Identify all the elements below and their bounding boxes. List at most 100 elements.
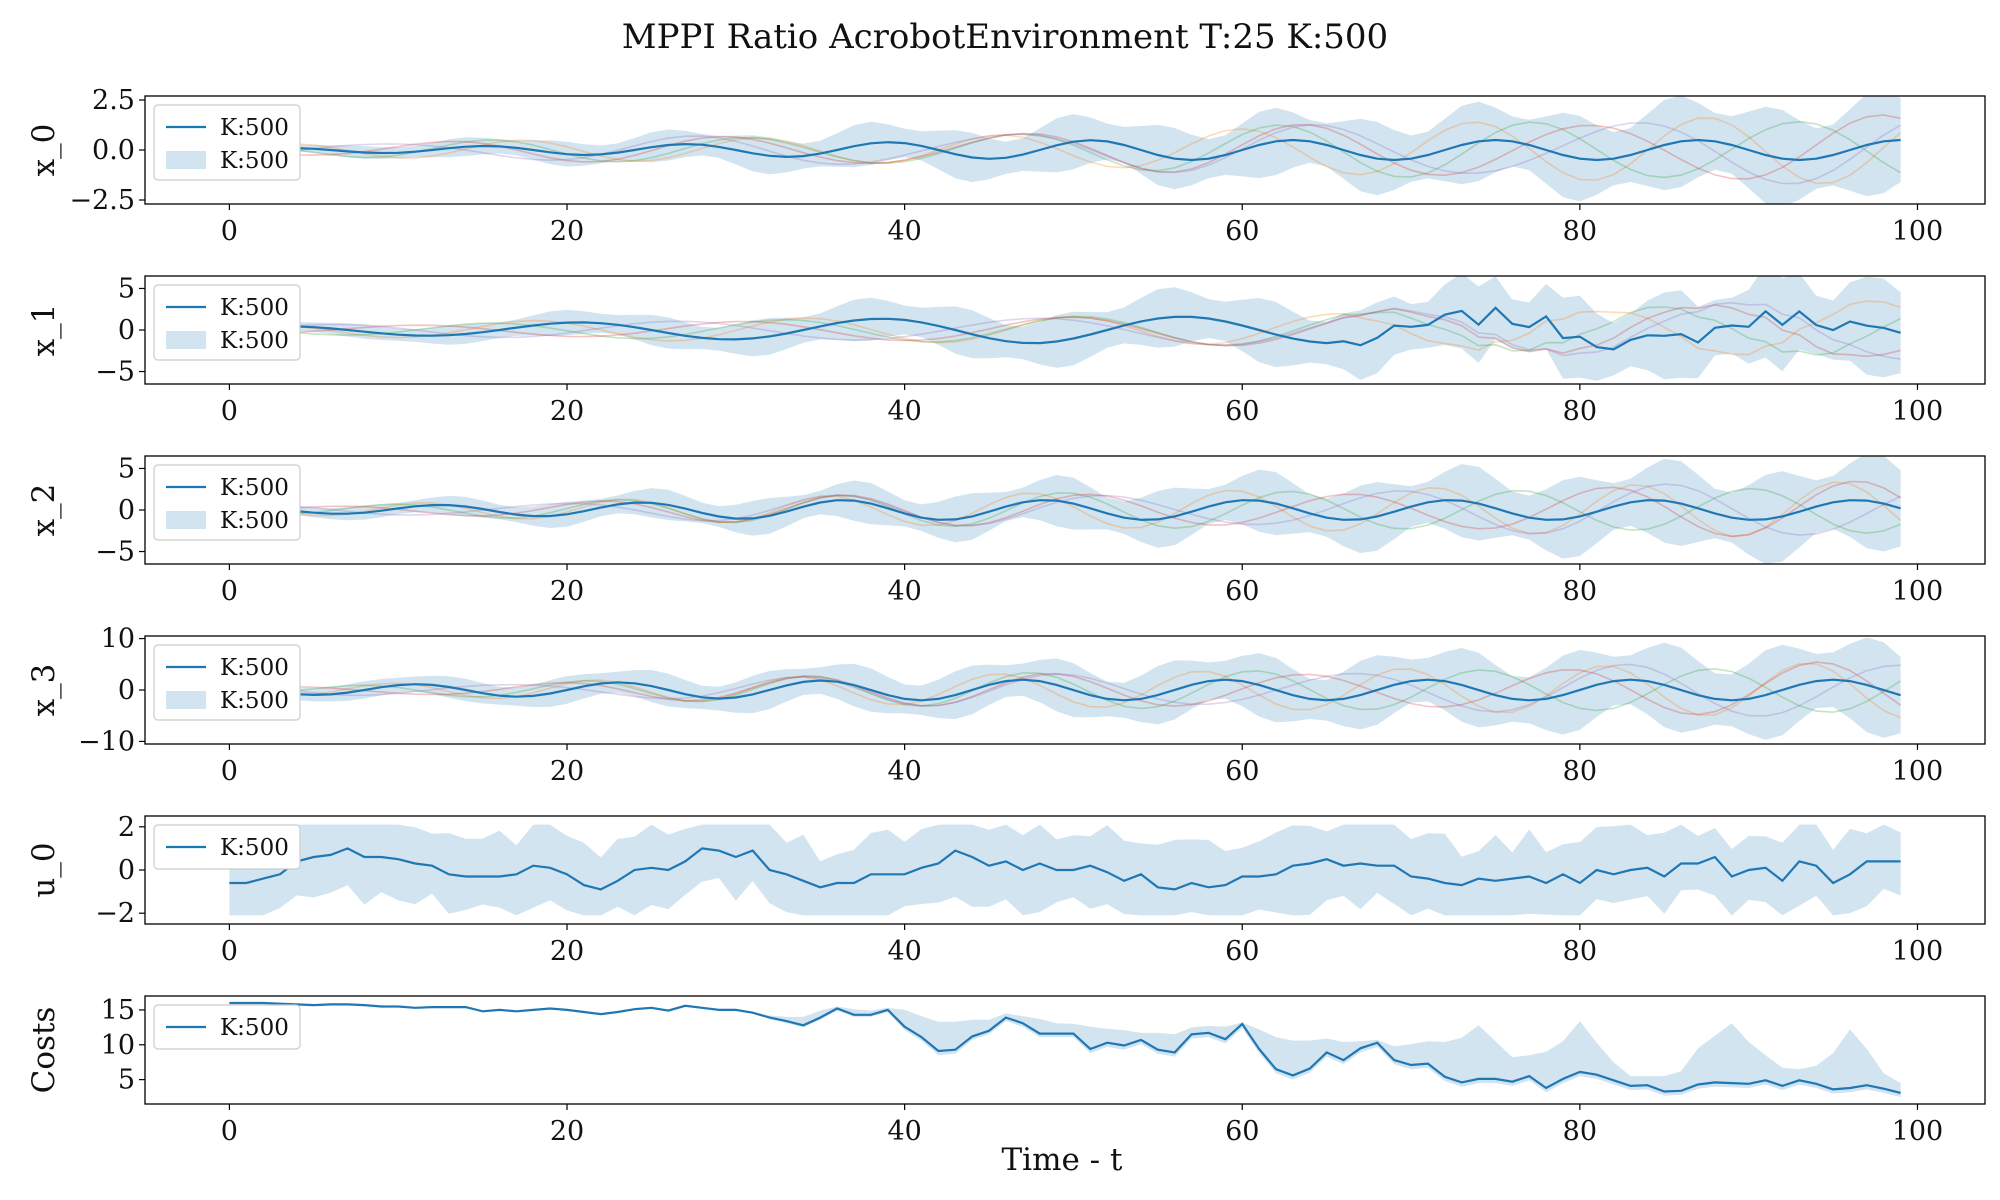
x-tick-label: 40 xyxy=(887,216,921,247)
x-tick-label: 80 xyxy=(1563,756,1597,787)
mean-line xyxy=(229,499,1901,521)
x-tick-label: 20 xyxy=(550,936,584,967)
mean-line xyxy=(229,138,1901,162)
legend-label: K:500 xyxy=(220,655,289,681)
subplot-x_2: 0 20 40 60 80 100 −5 0 5 x_2 K:500 K:500 xyxy=(26,453,1986,607)
mean-line xyxy=(229,678,1901,702)
mean-line xyxy=(229,1001,1901,1094)
confidence-band xyxy=(229,637,1901,740)
y-tick-label: 15 xyxy=(101,995,135,1026)
legend-label: K:500 xyxy=(220,1015,289,1041)
x-tick-label: 60 xyxy=(1225,216,1259,247)
legend-label: K:500 xyxy=(220,115,289,141)
y-tick-label: 10 xyxy=(101,1030,135,1061)
sample-trajectory xyxy=(229,667,1902,714)
y-tick-label: 5 xyxy=(118,273,135,304)
sample-trajectory xyxy=(229,120,1902,179)
y-tick-label: 0.0 xyxy=(92,135,135,166)
sample-trajectory xyxy=(229,301,1901,360)
y-axis-label: x_1 xyxy=(26,304,62,357)
y-tick-label: −5 xyxy=(95,537,135,568)
x-tick-label: 20 xyxy=(550,576,584,607)
y-tick-label: −2 xyxy=(95,898,135,929)
mean-line xyxy=(229,306,1901,351)
x-tick-label: 60 xyxy=(1225,756,1259,787)
legend-band-swatch xyxy=(166,691,206,709)
x-tick-label: 80 xyxy=(1563,396,1597,427)
confidence-band xyxy=(229,96,1901,204)
y-tick-label: 0 xyxy=(118,315,135,346)
legend-band-swatch xyxy=(166,151,206,169)
y-tick-label: 0 xyxy=(118,495,135,526)
sample-trajectory xyxy=(229,122,1902,185)
y-tick-label: 0 xyxy=(118,855,135,886)
sample-trajectory xyxy=(229,661,1902,716)
x-tick-label: 40 xyxy=(887,1116,921,1147)
y-tick-label: 10 xyxy=(101,624,135,655)
x-tick-label: 20 xyxy=(550,756,584,787)
legend-label: K:500 xyxy=(220,295,289,321)
sample-trajectory xyxy=(229,304,1901,358)
x-tick-label: 40 xyxy=(887,396,921,427)
subplot-Costs: 0 20 40 60 80 100 5 10 15 Costs K:500 xyxy=(26,995,1986,1147)
legend-band-swatch xyxy=(166,511,206,529)
x-tick-label: 40 xyxy=(887,576,921,607)
x-tick-label: 40 xyxy=(887,936,921,967)
x-tick-label: 80 xyxy=(1563,936,1597,967)
subplot-x_0: 0 20 40 60 80 100 −2.5 0.0 2.5 x_0 K:500 K:500 xyxy=(26,85,1986,247)
legend-band-swatch xyxy=(166,331,206,349)
y-axis-label: x_3 xyxy=(26,664,62,717)
x-tick-label: 60 xyxy=(1225,936,1259,967)
confidence-band xyxy=(229,456,1901,564)
x-tick-label: 60 xyxy=(1225,396,1259,427)
x-tick-label: 100 xyxy=(1892,756,1944,787)
y-axis-label: x_2 xyxy=(26,484,62,537)
plot-frame xyxy=(144,995,1986,1105)
sample-trajectory xyxy=(229,300,1901,356)
x-tick-label: 0 xyxy=(221,1116,238,1147)
sample-trajectory xyxy=(229,662,1901,719)
legend-label: K:500 xyxy=(220,475,289,501)
figure-title: MPPI Ratio AcrobotEnvironment T:25 K:500 xyxy=(622,17,1388,57)
legend-label: K:500 xyxy=(220,688,289,714)
legend-label: K:500 xyxy=(220,148,289,174)
y-tick-label: 0 xyxy=(118,675,135,706)
x-tick-label: 20 xyxy=(550,216,584,247)
x-tick-label: 0 xyxy=(221,756,238,787)
y-tick-label: −5 xyxy=(95,357,135,388)
sample-trajectory xyxy=(229,117,1902,185)
x-tick-label: 0 xyxy=(221,936,238,967)
x-tick-label: 20 xyxy=(550,396,584,427)
legend xyxy=(153,104,301,181)
sample-trajectory xyxy=(229,487,1901,535)
legend-label: K:500 xyxy=(220,508,289,534)
mean-line xyxy=(229,847,1901,891)
x-axis-label: Time - t xyxy=(1002,1142,1124,1178)
subplot-u_0: 0 20 40 60 80 100 −2 0 2 u_0 K:500 xyxy=(26,812,1986,967)
x-tick-label: 40 xyxy=(887,756,921,787)
y-axis-label: Costs xyxy=(26,1007,62,1094)
x-tick-label: 0 xyxy=(221,576,238,607)
x-tick-label: 80 xyxy=(1563,1116,1597,1147)
x-tick-label: 80 xyxy=(1563,576,1597,607)
legend xyxy=(153,644,301,721)
confidence-band xyxy=(229,276,1901,381)
x-tick-label: 60 xyxy=(1225,1116,1259,1147)
x-tick-label: 100 xyxy=(1892,1116,1944,1147)
sample-trajectory xyxy=(229,663,1901,717)
x-tick-label: 100 xyxy=(1892,216,1944,247)
legend-label: K:500 xyxy=(220,835,289,861)
legend xyxy=(153,1004,301,1050)
subplot-x_1: 0 20 40 60 80 100 −5 0 5 x_1 K:500 K:500 xyxy=(26,273,1986,427)
y-tick-label: 2.5 xyxy=(92,85,135,116)
y-tick-label: 5 xyxy=(118,1065,135,1096)
x-tick-label: 100 xyxy=(1892,936,1944,967)
confidence-band xyxy=(229,1002,1901,1097)
sample-trajectory xyxy=(229,306,1901,356)
y-tick-label: −2.5 xyxy=(69,185,135,216)
x-tick-label: 100 xyxy=(1892,576,1944,607)
y-tick-label: −10 xyxy=(78,726,135,757)
x-tick-label: 100 xyxy=(1892,396,1944,427)
x-tick-label: 80 xyxy=(1563,216,1597,247)
